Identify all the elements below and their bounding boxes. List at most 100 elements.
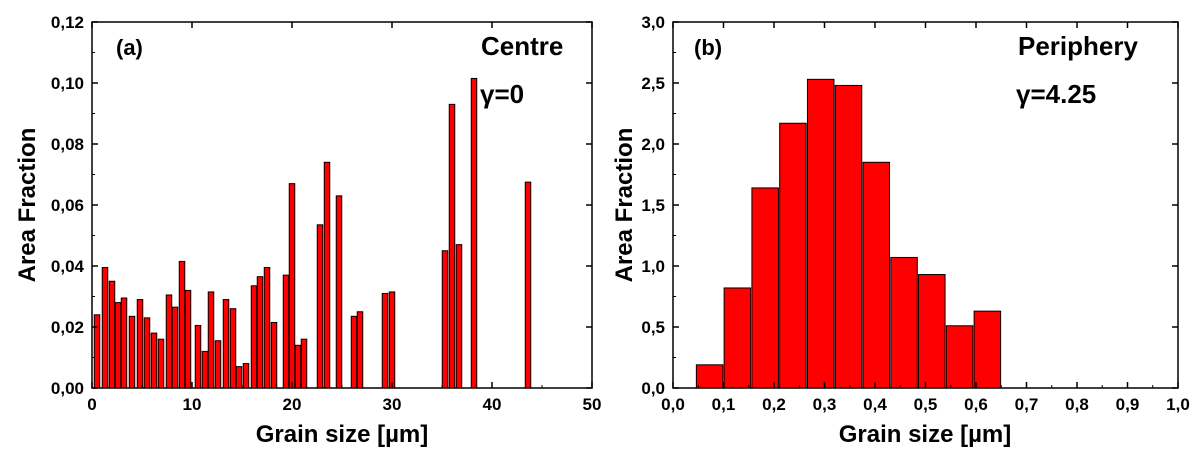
b-x-tick-label: 0,6 [964, 395, 988, 414]
annotation-gamma-a: γ=0 [480, 79, 524, 109]
a-y-tick-label: 0,00 [51, 379, 84, 398]
a-bar-9 [157, 338, 165, 389]
a-bar-15 [201, 350, 209, 389]
a-bar-32 [335, 195, 343, 389]
b-bar-6 [862, 161, 891, 389]
annotation-periphery: Periphery [1018, 31, 1138, 61]
y-axis-title-a: Area Fraction [14, 128, 41, 283]
a-bar-0 [93, 314, 101, 389]
a-y-tick-label: 0,04 [51, 257, 85, 276]
bar-series-b [695, 78, 1002, 389]
a-bar-7 [143, 317, 151, 389]
a-bar-25 [270, 321, 278, 389]
a-bar-30 [316, 224, 324, 389]
a-bar-14 [194, 324, 202, 389]
a-bar-41 [524, 181, 532, 389]
a-bar-13 [184, 289, 192, 389]
a-bar-11 [171, 306, 179, 389]
chart-panel-a: 0 10 20 30 40 500,000,020,040,060,080,100,12 … [14, 13, 601, 448]
a-bar-26 [282, 274, 290, 389]
a-bar-35 [381, 292, 389, 389]
b-y-tick-label: 2,5 [641, 74, 665, 93]
a-bar-18 [222, 299, 230, 389]
a-bar-22 [250, 285, 258, 389]
b-y-tick-label: 0,0 [641, 379, 665, 398]
a-x-tick-label: 20 [283, 395, 302, 414]
annotation-centre: Centre [481, 31, 563, 61]
a-y-tick-label: 0,08 [51, 135, 84, 154]
a-bar-8 [150, 332, 158, 389]
a-bar-36 [388, 291, 396, 389]
a-x-tick-label: 50 [583, 395, 602, 414]
a-bar-29 [300, 338, 308, 389]
a-bar-27 [288, 183, 296, 389]
b-bar-5 [834, 84, 863, 389]
panel-label-b: (b) [694, 35, 722, 60]
a-bar-24 [263, 267, 271, 389]
a-bar-37 [441, 250, 449, 389]
a-bar-20 [235, 366, 243, 389]
b-bar-2 [751, 187, 779, 389]
a-bar-4 [120, 297, 128, 389]
bar-series-a [93, 77, 532, 389]
a-x-tick-label: 0 [87, 395, 96, 414]
a-bar-19 [229, 308, 237, 389]
a-bar-6 [136, 299, 144, 389]
b-bar-3 [779, 122, 807, 389]
a-bar-31 [323, 161, 331, 389]
b-bar-7 [890, 256, 918, 389]
a-bar-21 [242, 363, 250, 389]
a-bar-39 [455, 244, 463, 389]
a-x-tick-label: 30 [383, 395, 402, 414]
a-y-tick-label: 0,06 [51, 196, 84, 215]
b-x-tick-label: 0,8 [1065, 395, 1089, 414]
b-bar-1 [723, 287, 752, 389]
annotation-gamma-b: γ=4.25 [1016, 79, 1096, 109]
a-bar-40 [470, 77, 478, 389]
axis-ticks-a: 0 10 20 30 40 50 0,00 0,02 0,04 0,06 0,08 0,10 0,12 [51, 13, 602, 414]
b-x-tick-label: 0,9 [1116, 395, 1140, 414]
a-bar-16 [207, 291, 215, 389]
b-y-tick-label: 1,0 [641, 257, 665, 276]
b-x-tick-label: 0,2 [762, 395, 786, 414]
b-x-tick-label: 0,1 [712, 395, 736, 414]
a-bar-33 [350, 315, 358, 389]
b-x-tick-label: 0,7 [1015, 395, 1039, 414]
a-x-tick-label: 10 [183, 395, 202, 414]
a-bar-17 [214, 340, 222, 389]
a-bar-1 [101, 267, 109, 389]
a-y-tick-label: 0,02 [51, 318, 84, 337]
panel-label-a: (a) [116, 35, 143, 60]
x-axis-title-a: Grain size [µm] [256, 421, 429, 448]
b-bar-4 [806, 78, 835, 389]
b-x-tick-label: 1,0 [1166, 395, 1190, 414]
a-x-tick-label: 40 [483, 395, 502, 414]
b-x-tick-label: 0,5 [914, 395, 938, 414]
a-bar-38 [448, 103, 456, 389]
a-bar-5 [128, 315, 136, 389]
b-bar-8 [918, 274, 946, 389]
a-bar-3 [114, 302, 122, 389]
b-bar-10 [973, 310, 1002, 389]
b-y-tick-label: 2,0 [641, 135, 665, 154]
b-y-tick-label: 0,5 [641, 318, 665, 337]
b-y-tick-label: 1,5 [641, 196, 665, 215]
b-x-tick-label: 0,4 [863, 395, 887, 414]
a-bar-10 [165, 294, 173, 389]
b-y-tick-label: 3,0 [641, 13, 665, 32]
b-bar-9 [945, 325, 974, 389]
a-bar-23 [256, 276, 264, 389]
a-y-tick-label: 0,10 [51, 74, 84, 93]
b-bar-0 [695, 364, 724, 389]
a-bar-12 [178, 260, 186, 389]
a-bar-28 [294, 344, 302, 389]
x-axis-title-b: Grain size [µm] [839, 421, 1012, 448]
chart-panel-b: 0,0 0,1 0,2 0,3 0,4 0,5 0,6 0,7 0,8 0,9 1,0 0,0 0,5 1… [611, 13, 1190, 448]
axis-ticks-b: 0,0 0,1 0,2 0,3 0,4 0,5 0,6 0,7 0,8 0,9 1,0 0,0 0,5 1… [641, 13, 1189, 414]
y-axis-title-b: Area Fraction [611, 128, 638, 283]
b-x-tick-label: 0,3 [813, 395, 837, 414]
a-bar-34 [356, 311, 364, 389]
b-x-tick-label: 0,0 [661, 395, 685, 414]
a-bar-2 [108, 280, 116, 389]
